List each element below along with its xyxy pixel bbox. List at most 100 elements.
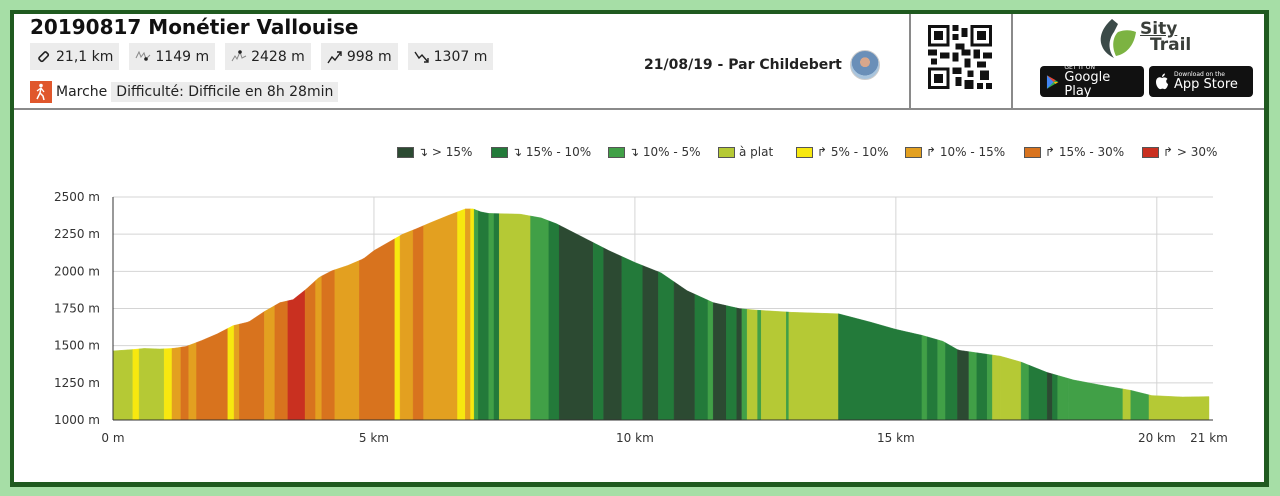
slope-segment-flat — [761, 310, 787, 421]
activity-label: Marche — [56, 84, 108, 100]
slope-segment-d10 — [926, 336, 938, 421]
slope-segment-d5 — [707, 299, 714, 421]
stat-max-altitude: 2428 m — [225, 43, 311, 70]
max-altitude-icon — [231, 49, 247, 61]
legend-item-d5[interactable]: ↴ 10% - 5% — [608, 145, 701, 159]
stat-value: 2428 m — [251, 48, 305, 65]
slope-segment-d10 — [478, 210, 489, 421]
stat-value: 1149 m — [155, 48, 210, 65]
slope-segment-flat — [499, 213, 531, 421]
slope-segment-u10 — [315, 275, 322, 421]
slope-segment-d10 — [493, 213, 500, 421]
slope-segment-d10 — [694, 293, 709, 421]
slope-segment-d5 — [1057, 375, 1069, 421]
slope-segment-d10 — [548, 220, 560, 421]
slope-segment-d5 — [1130, 390, 1150, 421]
legend-label: ↱ 10% - 15% — [926, 145, 1006, 159]
google-play-button[interactable]: GET IT ON Google Play — [1040, 64, 1144, 99]
slope-segment-d5 — [757, 309, 762, 421]
legend-swatch — [397, 146, 414, 158]
y-tick-label: 1750 m — [54, 302, 100, 316]
slope-segment-d15 — [1047, 372, 1053, 421]
slope-segment-d5 — [530, 215, 549, 421]
slope-segment-d10 — [1028, 364, 1048, 421]
legend-item-d15[interactable]: ↴ > 15% — [397, 145, 472, 159]
slope-segment-u5 — [132, 348, 140, 421]
legend-item-u10[interactable]: ↱ 10% - 15% — [905, 145, 1005, 159]
slope-segment-u15 — [304, 280, 316, 421]
legend-swatch — [1024, 146, 1041, 158]
y-tick-label: 1500 m — [54, 339, 100, 353]
slope-segment-u5 — [227, 325, 235, 421]
slope-segment-u10 — [399, 229, 414, 421]
distance-icon — [38, 50, 50, 62]
route-header: 20190817 Monétier Vallouise 21,1 km 1149… — [14, 14, 1264, 110]
legend-item-d10[interactable]: ↴ 15% - 10% — [491, 145, 591, 159]
app-store-button[interactable]: Download on the App Store — [1149, 66, 1253, 97]
google-play-label: Google Play — [1064, 70, 1111, 99]
slope-segment-d5 — [741, 308, 748, 421]
slope-segment-d10 — [945, 342, 958, 421]
y-tick-label: 2250 m — [54, 227, 100, 241]
stat-distance: 21,1 km — [30, 43, 120, 70]
x-tick-label: 15 km — [877, 431, 915, 445]
elevation-loss-icon — [414, 51, 429, 63]
slope-segment-d5 — [937, 339, 946, 421]
legend-swatch — [608, 146, 625, 158]
slope-segment-d15 — [673, 281, 696, 421]
chart-legend: ↴ > 15% ↴ 15% - 10% ↴ 10% - 5% à plat ↱ 5% -… — [0, 145, 1280, 165]
slope-segment-d10 — [1052, 373, 1058, 421]
y-tick-label: 1250 m — [54, 376, 100, 390]
y-tick-label: 1000 m — [54, 413, 100, 427]
slope-segment-u10 — [423, 211, 458, 421]
divider — [1011, 14, 1013, 110]
hiking-icon — [30, 81, 52, 103]
slope-segment-flat — [112, 349, 134, 421]
slope-segment-d10 — [976, 352, 988, 421]
google-play-small: GET IT ON — [1064, 64, 1095, 71]
slope-segment-u15 — [180, 345, 189, 421]
slope-segment-u5 — [394, 235, 401, 421]
legend-item-u5[interactable]: ↱ 5% - 10% — [796, 145, 889, 159]
legend-label: ↱ 5% - 10% — [817, 145, 889, 159]
slope-segment-u10 — [188, 342, 197, 421]
legend-item-flat[interactable]: à plat — [718, 145, 773, 159]
slope-segment-d5 — [786, 311, 790, 421]
difficulty-label: Difficulté: Difficile en 8h 28min — [111, 82, 339, 102]
slope-segment-flat — [788, 311, 839, 421]
slope-segment-d5 — [473, 209, 479, 421]
activity-row: Marche Difficulté: Difficile en 8h 28min — [30, 81, 339, 103]
slope-segment-flat — [1148, 394, 1210, 421]
stat-value: 998 m — [346, 48, 392, 65]
legend-label: ↴ 15% - 10% — [512, 145, 592, 159]
app-store-small: Download on the — [1174, 71, 1225, 78]
legend-swatch — [1142, 146, 1159, 158]
slope-segment-d5 — [488, 213, 495, 421]
x-tick-label: 10 km — [616, 431, 654, 445]
legend-swatch — [905, 146, 922, 158]
slope-segment-u5 — [470, 208, 475, 421]
stat-elevation-gain: 998 m — [320, 43, 398, 70]
stat-elevation-loss: 1307 m — [407, 43, 494, 70]
legend-item-u30[interactable]: ↱ > 30% — [1142, 145, 1217, 159]
legend-label: ↱ 15% - 30% — [1045, 145, 1125, 159]
y-tick-label: 2500 m — [54, 190, 100, 204]
slope-segment-u15 — [321, 269, 336, 421]
legend-item-u15[interactable]: ↱ 15% - 30% — [1024, 145, 1124, 159]
slope-segment-u10 — [171, 346, 182, 421]
slope-segment-u10 — [334, 260, 360, 421]
slope-segment-d10 — [592, 242, 604, 421]
qr-code[interactable] — [928, 25, 992, 89]
route-title: 20190817 Monétier Vallouise — [30, 15, 359, 39]
slope-segment-flat — [1000, 355, 1022, 421]
brand-line2: Trail — [1150, 35, 1192, 55]
legend-label: à plat — [739, 145, 774, 159]
slope-segments — [112, 208, 1210, 421]
slope-segment-d5 — [1067, 378, 1124, 421]
app-store-label: App Store — [1174, 77, 1238, 92]
slope-segment-flat — [746, 309, 758, 421]
slope-segment-flat — [992, 354, 1001, 421]
stat-value: 1307 m — [433, 48, 488, 65]
avatar[interactable] — [849, 50, 880, 80]
